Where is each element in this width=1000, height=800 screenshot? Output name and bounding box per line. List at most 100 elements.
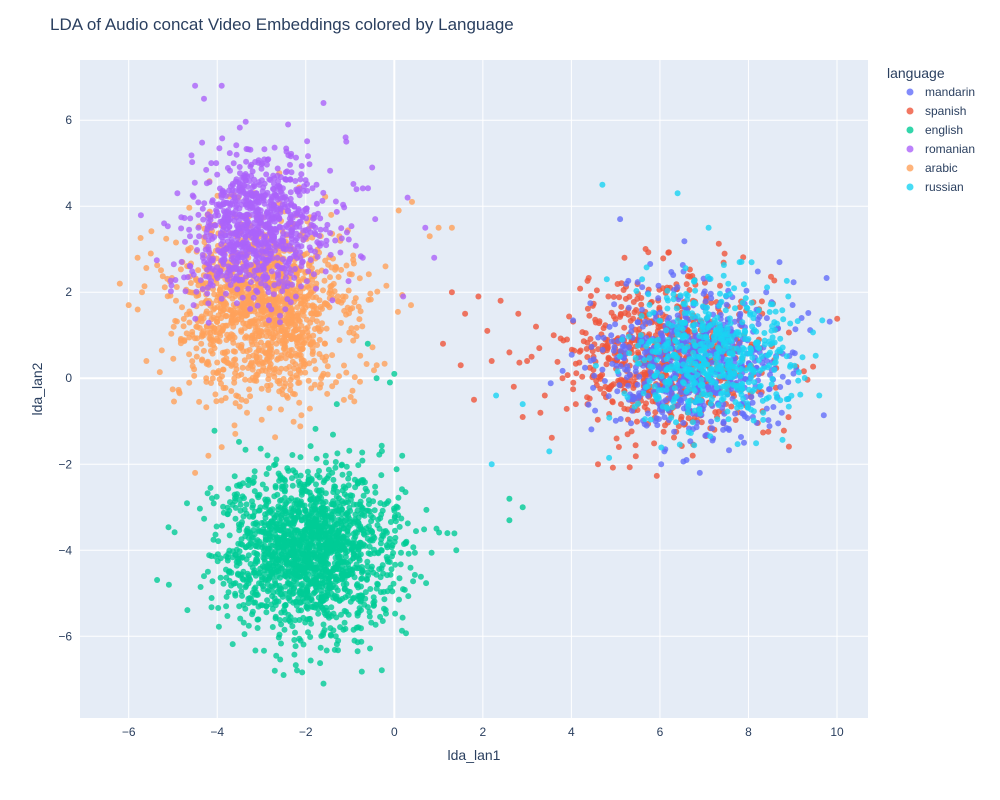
scatter-point-english bbox=[259, 576, 266, 583]
scatter-point-english bbox=[506, 517, 513, 524]
scatter-point-mandarin bbox=[670, 272, 677, 278]
scatter-point-mandarin bbox=[591, 372, 598, 379]
scatter-point-english bbox=[318, 529, 325, 536]
scatter-point-english bbox=[240, 480, 246, 487]
scatter-point-english bbox=[334, 450, 341, 457]
scatter-point-romanian bbox=[208, 160, 215, 167]
scatter-point-english bbox=[351, 637, 358, 644]
scatter-point-arabic bbox=[281, 301, 288, 308]
scatter-point-arabic bbox=[222, 395, 229, 401]
scatter-point-english bbox=[223, 603, 230, 610]
scatter-point-english bbox=[421, 526, 428, 533]
scatter-point-russian bbox=[705, 376, 712, 382]
scatter-point-english bbox=[241, 495, 247, 502]
scatter-point-russian bbox=[773, 394, 780, 401]
scatter-point-english bbox=[335, 637, 342, 644]
scatter-point-russian bbox=[727, 350, 733, 357]
scatter-point-english bbox=[214, 558, 221, 565]
scatter-point-english bbox=[299, 669, 306, 676]
scatter-point-english bbox=[320, 621, 327, 628]
scatter-point-russian bbox=[638, 338, 645, 345]
scatter-point-mandarin bbox=[700, 290, 707, 297]
scatter-point-arabic bbox=[319, 320, 325, 327]
scatter-point-mandarin bbox=[588, 426, 595, 433]
scatter-point-russian bbox=[779, 307, 786, 314]
scatter-point-english bbox=[362, 595, 369, 602]
scatter-point-english bbox=[346, 588, 353, 595]
scatter-point-english bbox=[249, 608, 256, 615]
scatter-point-russian bbox=[691, 367, 698, 374]
scatter-point-russian bbox=[720, 395, 727, 402]
scatter-point-russian bbox=[724, 391, 731, 398]
scatter-point-english bbox=[399, 614, 406, 621]
scatter-point-spanish bbox=[536, 345, 543, 352]
scatter-point-mandarin bbox=[625, 304, 632, 311]
scatter-point-russian bbox=[682, 365, 689, 372]
scatter-point-arabic bbox=[173, 284, 180, 290]
scatter-point-english bbox=[352, 484, 359, 491]
scatter-point-english bbox=[368, 619, 375, 626]
scatter-point-english bbox=[338, 462, 345, 469]
scatter-point-spanish bbox=[698, 419, 705, 426]
series-russian bbox=[488, 181, 826, 468]
scatter-point-russian bbox=[747, 350, 754, 357]
scatter-point-spanish bbox=[605, 293, 612, 300]
scatter-point-arabic bbox=[355, 303, 362, 310]
scatter-point-mandarin bbox=[617, 348, 624, 355]
scatter-point-english bbox=[373, 585, 380, 592]
scatter-point-english bbox=[344, 548, 351, 555]
scatter-point-arabic bbox=[394, 308, 401, 315]
scatter-point-spanish bbox=[624, 431, 631, 438]
scatter-point-english bbox=[333, 401, 340, 408]
scatter-point-arabic bbox=[298, 412, 305, 419]
scatter-point-english bbox=[393, 466, 400, 473]
scatter-point-spanish bbox=[593, 287, 600, 294]
scatter-point-mandarin bbox=[723, 301, 730, 308]
scatter-point-english bbox=[303, 530, 310, 537]
scatter-point-english bbox=[279, 510, 286, 517]
scatter-point-arabic bbox=[286, 323, 293, 330]
scatter-point-russian bbox=[745, 379, 752, 386]
scatter-point-arabic bbox=[311, 381, 318, 388]
scatter-point-russian bbox=[750, 417, 757, 424]
scatter-point-russian bbox=[721, 383, 728, 390]
scatter-point-arabic bbox=[278, 328, 285, 334]
scatter-point-arabic bbox=[231, 375, 238, 382]
scatter-point-spanish bbox=[528, 353, 535, 360]
scatter-point-english bbox=[307, 496, 314, 503]
scatter-point-russian bbox=[787, 320, 794, 327]
scatter-point-russian bbox=[742, 336, 749, 342]
scatter-point-english bbox=[215, 605, 222, 611]
scatter-point-english bbox=[337, 624, 344, 631]
scatter-point-english bbox=[367, 586, 374, 592]
scatter-point-mandarin bbox=[765, 417, 772, 424]
scatter-point-russian bbox=[724, 326, 731, 333]
scatter-point-arabic bbox=[236, 403, 243, 410]
scatter-point-arabic bbox=[203, 360, 210, 367]
scatter-point-arabic bbox=[257, 306, 264, 313]
scatter-point-english bbox=[392, 527, 398, 534]
scatter-point-arabic bbox=[296, 399, 303, 406]
scatter-point-english bbox=[346, 504, 353, 511]
scatter-point-arabic bbox=[292, 350, 299, 357]
scatter-point-mandarin bbox=[823, 275, 830, 281]
scatter-point-mandarin bbox=[639, 306, 645, 313]
scatter-point-arabic bbox=[278, 406, 284, 413]
scatter-point-english bbox=[334, 499, 341, 506]
scatter-point-english bbox=[289, 623, 296, 630]
scatter-point-russian bbox=[711, 337, 718, 344]
scatter-point-mandarin bbox=[631, 394, 638, 401]
scatter-point-arabic bbox=[249, 318, 256, 325]
scatter-point-mandarin bbox=[639, 284, 646, 291]
scatter-point-arabic bbox=[243, 320, 250, 327]
scatter-point-english bbox=[338, 522, 345, 529]
scatter-point-russian bbox=[727, 320, 734, 327]
scatter-point-english bbox=[220, 509, 227, 516]
scatter-point-english bbox=[378, 565, 385, 572]
scatter-point-russian bbox=[703, 315, 710, 322]
scatter-point-spanish bbox=[686, 287, 693, 293]
scatter-point-english bbox=[358, 477, 365, 484]
scatter-point-russian bbox=[647, 416, 654, 423]
scatter-point-arabic bbox=[294, 304, 301, 311]
scatter-point-russian bbox=[736, 259, 743, 266]
